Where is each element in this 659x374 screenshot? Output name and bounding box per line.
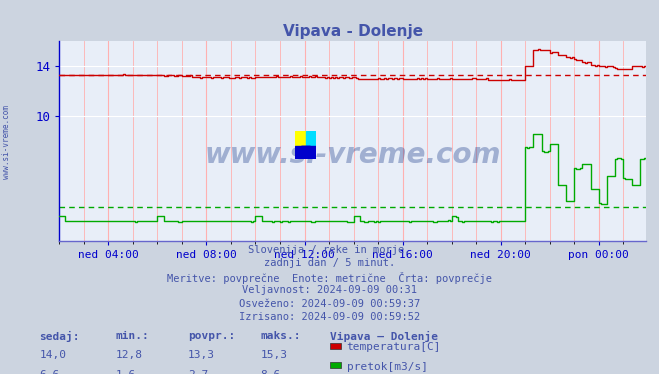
Polygon shape — [306, 131, 316, 146]
Text: maks.:: maks.: — [260, 331, 301, 341]
Polygon shape — [295, 146, 316, 159]
Text: povpr.:: povpr.: — [188, 331, 235, 341]
Text: Vipava – Dolenje: Vipava – Dolenje — [330, 331, 438, 342]
Polygon shape — [295, 131, 306, 146]
Text: Osveženo: 2024-09-09 00:59:37: Osveženo: 2024-09-09 00:59:37 — [239, 299, 420, 309]
Text: 14,0: 14,0 — [40, 350, 67, 361]
Text: 12,8: 12,8 — [115, 350, 142, 361]
Text: Slovenija / reke in morje.: Slovenija / reke in morje. — [248, 245, 411, 255]
Text: temperatura[C]: temperatura[C] — [347, 342, 441, 352]
Title: Vipava - Dolenje: Vipava - Dolenje — [283, 24, 422, 39]
Text: min.:: min.: — [115, 331, 149, 341]
Text: www.si-vreme.com: www.si-vreme.com — [204, 141, 501, 169]
Text: pretok[m3/s]: pretok[m3/s] — [347, 362, 428, 371]
Text: 1,6: 1,6 — [115, 370, 136, 374]
Text: Meritve: povprečne  Enote: metrične  Črta: povprečje: Meritve: povprečne Enote: metrične Črta:… — [167, 272, 492, 284]
Text: Veljavnost: 2024-09-09 00:31: Veljavnost: 2024-09-09 00:31 — [242, 285, 417, 295]
Text: 8,6: 8,6 — [260, 370, 281, 374]
Text: 2,7: 2,7 — [188, 370, 208, 374]
Text: 13,3: 13,3 — [188, 350, 215, 361]
Text: 15,3: 15,3 — [260, 350, 287, 361]
Text: sedaj:: sedaj: — [40, 331, 80, 342]
Text: Izrisano: 2024-09-09 00:59:52: Izrisano: 2024-09-09 00:59:52 — [239, 312, 420, 322]
Text: www.si-vreme.com: www.si-vreme.com — [2, 105, 11, 179]
Text: 6,6: 6,6 — [40, 370, 60, 374]
Polygon shape — [302, 146, 316, 159]
Text: zadnji dan / 5 minut.: zadnji dan / 5 minut. — [264, 258, 395, 269]
